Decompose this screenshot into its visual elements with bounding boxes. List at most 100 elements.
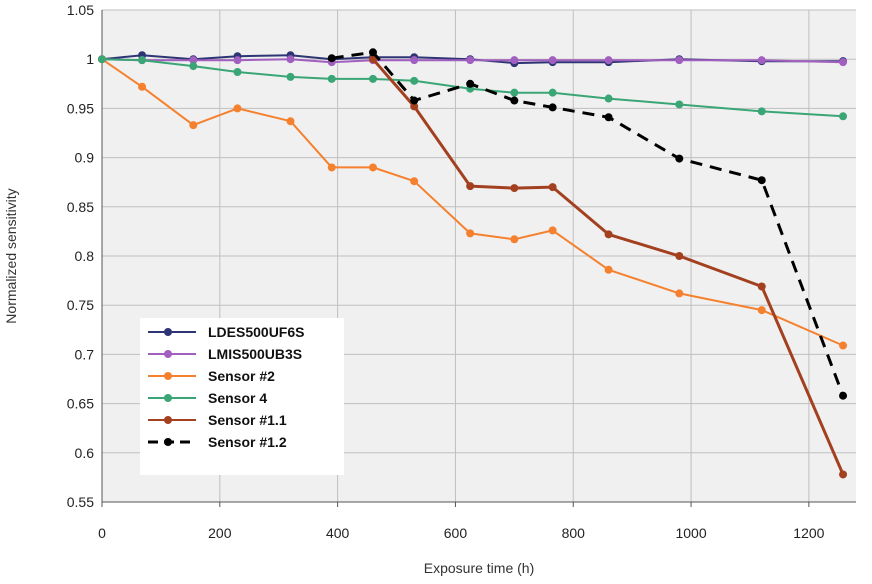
data-point bbox=[233, 56, 242, 65]
y-tick-label: 0.95 bbox=[67, 100, 94, 116]
x-tick-label: 1200 bbox=[793, 525, 824, 541]
data-point bbox=[510, 96, 519, 105]
data-point bbox=[98, 55, 106, 64]
data-point bbox=[757, 56, 766, 65]
data-point bbox=[286, 117, 295, 126]
legend-box bbox=[140, 318, 344, 475]
data-point bbox=[327, 74, 336, 83]
data-point bbox=[839, 391, 848, 400]
legend-label: Sensor #1.1 bbox=[208, 412, 287, 428]
data-point bbox=[675, 289, 684, 298]
x-tick-label: 400 bbox=[326, 525, 350, 541]
data-point bbox=[604, 230, 613, 239]
legend-label: LDES500UF6S bbox=[208, 324, 304, 340]
data-point bbox=[466, 79, 475, 88]
data-point bbox=[286, 72, 295, 81]
data-point bbox=[368, 74, 377, 83]
data-point bbox=[327, 163, 336, 172]
data-point bbox=[138, 82, 147, 91]
data-point bbox=[466, 182, 475, 191]
data-point bbox=[675, 154, 684, 163]
data-point bbox=[327, 54, 336, 63]
x-tick-label: 0 bbox=[98, 525, 106, 541]
legend-marker bbox=[164, 438, 172, 446]
data-point bbox=[675, 252, 684, 260]
series-lines bbox=[98, 48, 848, 479]
data-point bbox=[466, 229, 475, 238]
data-point bbox=[604, 265, 613, 274]
data-point bbox=[839, 112, 848, 121]
legend: LDES500UF6S LMIS500UB3S Sensor #2 Sensor 4 S… bbox=[140, 318, 344, 475]
legend-label: LMIS500UB3S bbox=[208, 346, 302, 362]
legend-label: Sensor 4 bbox=[208, 390, 267, 406]
data-point bbox=[138, 56, 147, 65]
y-tick-label: 1.05 bbox=[67, 2, 94, 18]
data-point bbox=[410, 56, 419, 65]
legend-marker bbox=[164, 416, 172, 424]
legend-item: Sensor #2 bbox=[148, 368, 275, 384]
data-point bbox=[604, 94, 613, 103]
y-tick-label: 0.65 bbox=[67, 396, 94, 412]
data-point bbox=[189, 56, 198, 65]
legend-item: LDES500UF6S bbox=[148, 324, 304, 340]
data-point bbox=[675, 100, 684, 109]
legend-item: LMIS500UB3S bbox=[148, 346, 302, 362]
data-point bbox=[839, 341, 848, 350]
x-tick-label: 1000 bbox=[675, 525, 706, 541]
data-point bbox=[410, 102, 419, 111]
data-point bbox=[757, 107, 766, 116]
data-point bbox=[839, 58, 848, 67]
data-point bbox=[548, 56, 557, 65]
series-line bbox=[331, 50, 845, 397]
data-point bbox=[368, 55, 377, 64]
series-sensor-4 bbox=[98, 55, 848, 121]
legend-marker bbox=[164, 350, 172, 358]
data-point bbox=[510, 56, 519, 65]
x-tick-label: 600 bbox=[444, 525, 468, 541]
y-tick-label: 1 bbox=[86, 51, 94, 67]
legend-marker bbox=[164, 394, 172, 402]
data-point bbox=[548, 88, 557, 97]
data-point bbox=[757, 306, 766, 315]
data-point bbox=[368, 48, 377, 57]
data-point bbox=[548, 183, 557, 192]
y-tick-label: 0.85 bbox=[67, 199, 94, 215]
data-point bbox=[675, 56, 684, 65]
series-sensor-2 bbox=[98, 55, 848, 350]
data-point bbox=[510, 88, 519, 97]
y-tick-label: 0.8 bbox=[75, 248, 95, 264]
series-sensor-1-2 bbox=[327, 48, 848, 400]
legend-label: Sensor #2 bbox=[208, 368, 275, 384]
data-point bbox=[604, 56, 613, 65]
data-point bbox=[548, 226, 557, 235]
data-point bbox=[839, 470, 848, 479]
data-point bbox=[189, 62, 198, 71]
data-point bbox=[233, 67, 242, 76]
data-point bbox=[548, 103, 557, 112]
data-point bbox=[510, 235, 519, 244]
data-point bbox=[757, 282, 766, 291]
y-tick-label: 0.7 bbox=[75, 346, 95, 362]
data-point bbox=[233, 104, 242, 113]
x-axis-title: Exposure time (h) bbox=[424, 560, 534, 576]
legend-item: Sensor 4 bbox=[148, 390, 267, 406]
data-point bbox=[189, 121, 198, 130]
data-point bbox=[368, 163, 377, 172]
y-axis-title: Normalized sensitivity bbox=[3, 188, 19, 323]
data-point bbox=[410, 177, 419, 186]
data-point bbox=[286, 55, 295, 64]
y-tick-label: 0.6 bbox=[75, 445, 95, 461]
y-tick-label: 0.9 bbox=[75, 150, 95, 166]
y-tick-label: 0.55 bbox=[67, 494, 94, 510]
data-point bbox=[410, 76, 419, 85]
data-point bbox=[510, 184, 519, 193]
series-sensor-1-1 bbox=[368, 55, 848, 479]
data-point bbox=[410, 96, 419, 105]
legend-marker bbox=[164, 372, 172, 380]
data-point bbox=[757, 176, 766, 185]
legend-item: Sensor #1.1 bbox=[148, 412, 287, 428]
x-tick-label: 800 bbox=[562, 525, 586, 541]
legend-item: Sensor #1.2 bbox=[148, 434, 287, 450]
axes: 0.55 0.6 0.65 0.7 0.75 0.8 0.85 0.9 0.95 1 1.05 0 20… bbox=[67, 2, 856, 541]
